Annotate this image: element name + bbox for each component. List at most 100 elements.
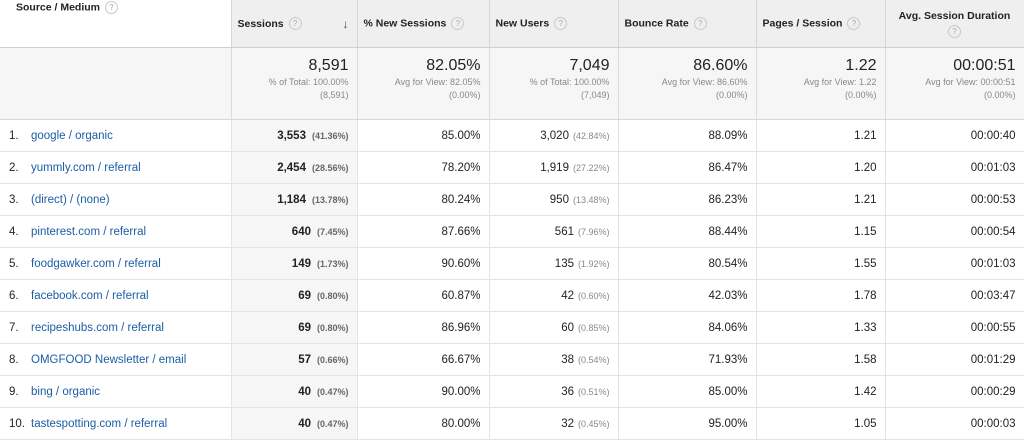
total-value: 00:00:51 <box>953 57 1016 74</box>
help-icon[interactable]: ? <box>554 17 568 30</box>
new-users-value: 135 <box>554 257 574 270</box>
col-header-pages-session[interactable]: Pages / Session? <box>756 0 886 48</box>
new-sessions-cell: 86.96% <box>357 311 490 344</box>
avg-session-duration-cell: 00:01:29 <box>885 343 1024 376</box>
new-users-value: 42 <box>561 289 574 302</box>
total-subtext: % of Total: 100.00% <box>529 77 610 87</box>
new-users-cell: 950 (13.48%) <box>489 183 619 216</box>
source-medium-link[interactable]: OMGFOOD Newsletter / email <box>31 353 187 366</box>
new-users-percent: (0.45%) <box>577 418 610 429</box>
sessions-percent: (0.80%) <box>316 322 349 333</box>
source-medium-link[interactable]: foodgawker.com / referral <box>31 257 161 270</box>
totals-pages-session: 1.22 Avg for View: 1.22 (0.00%) <box>756 47 886 120</box>
bounce-rate-cell: 86.47% <box>618 151 757 184</box>
sessions-percent: (7.45%) <box>316 226 349 237</box>
avg-session-duration-cell: 00:00:55 <box>885 311 1024 344</box>
new-users-cell: 36 (0.51%) <box>489 375 619 408</box>
new-users-value: 950 <box>549 193 569 206</box>
source-medium-cell: 8. OMGFOOD Newsletter / email <box>0 343 232 376</box>
row-index: 3. <box>9 193 19 206</box>
col-header-label: Bounce Rate <box>624 17 689 30</box>
new-users-value: 1,919 <box>540 161 569 174</box>
help-icon[interactable]: ? <box>847 17 861 30</box>
total-subtext: (7,049) <box>580 90 610 100</box>
pages-session-cell: 1.21 <box>756 119 886 152</box>
table-row: 5. foodgawker.com / referral 149 (1.73%) 9… <box>0 247 1024 280</box>
avg-session-duration-cell: 00:00:40 <box>885 119 1024 152</box>
source-medium-cell: 2. yummly.com / referral <box>0 151 232 184</box>
source-medium-link[interactable]: facebook.com / referral <box>31 289 149 302</box>
row-index: 10. <box>9 417 25 430</box>
bounce-rate-cell: 42.03% <box>618 279 757 312</box>
new-users-cell: 32 (0.45%) <box>489 407 619 440</box>
col-header-label: Pages / Session <box>762 17 843 30</box>
new-sessions-cell: 90.00% <box>357 375 490 408</box>
row-index: 6. <box>9 289 19 302</box>
help-icon[interactable]: ? <box>288 17 302 30</box>
source-medium-link[interactable]: (direct) / (none) <box>31 193 110 206</box>
new-users-value: 60 <box>561 321 574 334</box>
sessions-value: 2,454 <box>277 161 306 174</box>
new-users-cell: 42 (0.60%) <box>489 279 619 312</box>
sessions-cell: 1,184 (13.78%) <box>231 183 358 216</box>
totals-new-users: 7,049 % of Total: 100.00% (7,049) <box>489 47 619 120</box>
col-header-bounce-rate[interactable]: Bounce Rate? <box>618 0 757 48</box>
new-sessions-cell: 66.67% <box>357 343 490 376</box>
sessions-value: 40 <box>298 417 311 430</box>
new-users-cell: 3,020 (42.84%) <box>489 119 619 152</box>
sessions-cell: 2,454 (28.56%) <box>231 151 358 184</box>
table-row: 7. recipeshubs.com / referral 69 (0.80%) 8… <box>0 311 1024 344</box>
new-users-percent: (1.92%) <box>577 258 610 269</box>
new-users-value: 36 <box>561 385 574 398</box>
total-subtext: (8,591) <box>319 90 349 100</box>
col-header-label: Avg. Session Duration <box>898 9 1011 22</box>
sort-down-arrow-icon[interactable]: ↓ <box>342 16 349 31</box>
avg-session-duration-cell: 00:00:03 <box>885 407 1024 440</box>
help-icon[interactable]: ? <box>105 1 119 14</box>
avg-session-duration-cell: 00:00:54 <box>885 215 1024 248</box>
total-value: 1.22 <box>845 57 877 74</box>
source-medium-cell: 4. pinterest.com / referral <box>0 215 232 248</box>
new-users-percent: (0.54%) <box>577 354 610 365</box>
sessions-value: 1,184 <box>277 193 306 206</box>
table-row: 1. google / organic 3,553 (41.36%) 85.00% … <box>0 119 1024 152</box>
totals-avg-session-duration: 00:00:51 Avg for View: 00:00:51 (0.00%) <box>885 47 1024 120</box>
help-icon[interactable]: ? <box>948 24 961 38</box>
col-header-label: Source / Medium <box>16 1 101 14</box>
bounce-rate-cell: 95.00% <box>618 407 757 440</box>
col-header-avg-session-duration[interactable]: Avg. Session Duration? <box>885 0 1024 48</box>
sessions-percent: (13.78%) <box>311 194 349 205</box>
col-header-new-sessions[interactable]: % New Sessions? <box>357 0 490 48</box>
new-sessions-cell: 90.60% <box>357 247 490 280</box>
source-medium-link[interactable]: tastespotting.com / referral <box>31 417 168 430</box>
row-index: 8. <box>9 353 19 366</box>
new-users-value: 3,020 <box>540 129 569 142</box>
source-medium-link[interactable]: pinterest.com / referral <box>31 225 147 238</box>
new-users-cell: 60 (0.85%) <box>489 311 619 344</box>
new-sessions-cell: 87.66% <box>357 215 490 248</box>
sessions-cell: 40 (0.47%) <box>231 407 358 440</box>
sessions-cell: 640 (7.45%) <box>231 215 358 248</box>
bounce-rate-cell: 71.93% <box>618 343 757 376</box>
sessions-value: 69 <box>298 289 311 302</box>
col-header-source-medium[interactable]: Source / Medium? <box>0 0 232 48</box>
new-users-value: 38 <box>561 353 574 366</box>
bounce-rate-cell: 88.09% <box>618 119 757 152</box>
bounce-rate-cell: 80.54% <box>618 247 757 280</box>
source-medium-link[interactable]: bing / organic <box>31 385 101 398</box>
avg-session-duration-cell: 00:03:47 <box>885 279 1024 312</box>
source-medium-link[interactable]: yummly.com / referral <box>31 161 141 174</box>
new-users-percent: (0.85%) <box>577 322 610 333</box>
col-header-new-users[interactable]: New Users? <box>489 0 619 48</box>
sessions-cell: 40 (0.47%) <box>231 375 358 408</box>
source-medium-link[interactable]: google / organic <box>31 129 113 142</box>
source-medium-link[interactable]: recipeshubs.com / referral <box>31 321 164 334</box>
col-header-sessions[interactable]: Sessions? ↓ <box>231 0 358 48</box>
sessions-value: 69 <box>298 321 311 334</box>
source-medium-cell: 6. facebook.com / referral <box>0 279 232 312</box>
help-icon[interactable]: ? <box>451 17 465 30</box>
pages-session-cell: 1.55 <box>756 247 886 280</box>
help-icon[interactable]: ? <box>693 17 707 30</box>
pages-session-cell: 1.58 <box>756 343 886 376</box>
